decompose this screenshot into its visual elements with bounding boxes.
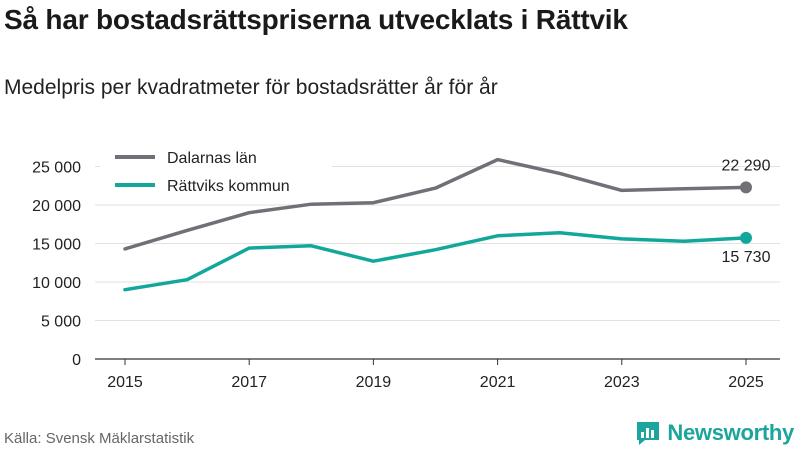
- series-line-rattviks-kommun: [123, 230, 748, 292]
- x-tick-label: 2015: [107, 374, 143, 391]
- x-tick-label: 2023: [604, 374, 640, 391]
- x-tick-label: 2025: [728, 374, 764, 391]
- x-tick-label: 2019: [356, 374, 392, 391]
- end-point-dalarnas-lan: [740, 181, 752, 194]
- x-tick-label: 2017: [231, 374, 267, 391]
- brand-name: Newsworthy: [667, 420, 794, 445]
- end-label-rattviks-kommun: 15 730: [722, 249, 771, 266]
- x-tick-label: 2021: [480, 374, 516, 391]
- legend-background: [100, 143, 332, 199]
- y-tick-label: 0: [72, 352, 81, 369]
- end-label-dalarnas-lan: 22 290: [722, 157, 771, 174]
- brand-logo: Newsworthy: [635, 420, 794, 446]
- newsworthy-logo-icon: [637, 422, 660, 445]
- legend-label-rattviks-kommun: Rättviks kommun: [167, 178, 290, 195]
- source-note: Källa: Svensk Mäklarstatistik: [4, 430, 195, 447]
- legend-label-dalarnas-lan: Dalarnas län: [167, 150, 257, 167]
- series-line-dalarnas-lan: [123, 157, 748, 251]
- end-point-rattviks-kommun: [740, 231, 752, 244]
- y-tick-label: 25 000: [32, 160, 81, 177]
- chart-title: Så har bostadsrättspriserna utvecklats i…: [4, 4, 628, 35]
- y-tick-label: 20 000: [32, 198, 81, 215]
- y-tick-label: 5 000: [41, 314, 81, 331]
- chart-subtitle: Medelpris per kvadratmeter för bostadsrä…: [4, 76, 498, 99]
- y-tick-label: 10 000: [32, 275, 81, 292]
- y-tick-label: 15 000: [32, 237, 81, 254]
